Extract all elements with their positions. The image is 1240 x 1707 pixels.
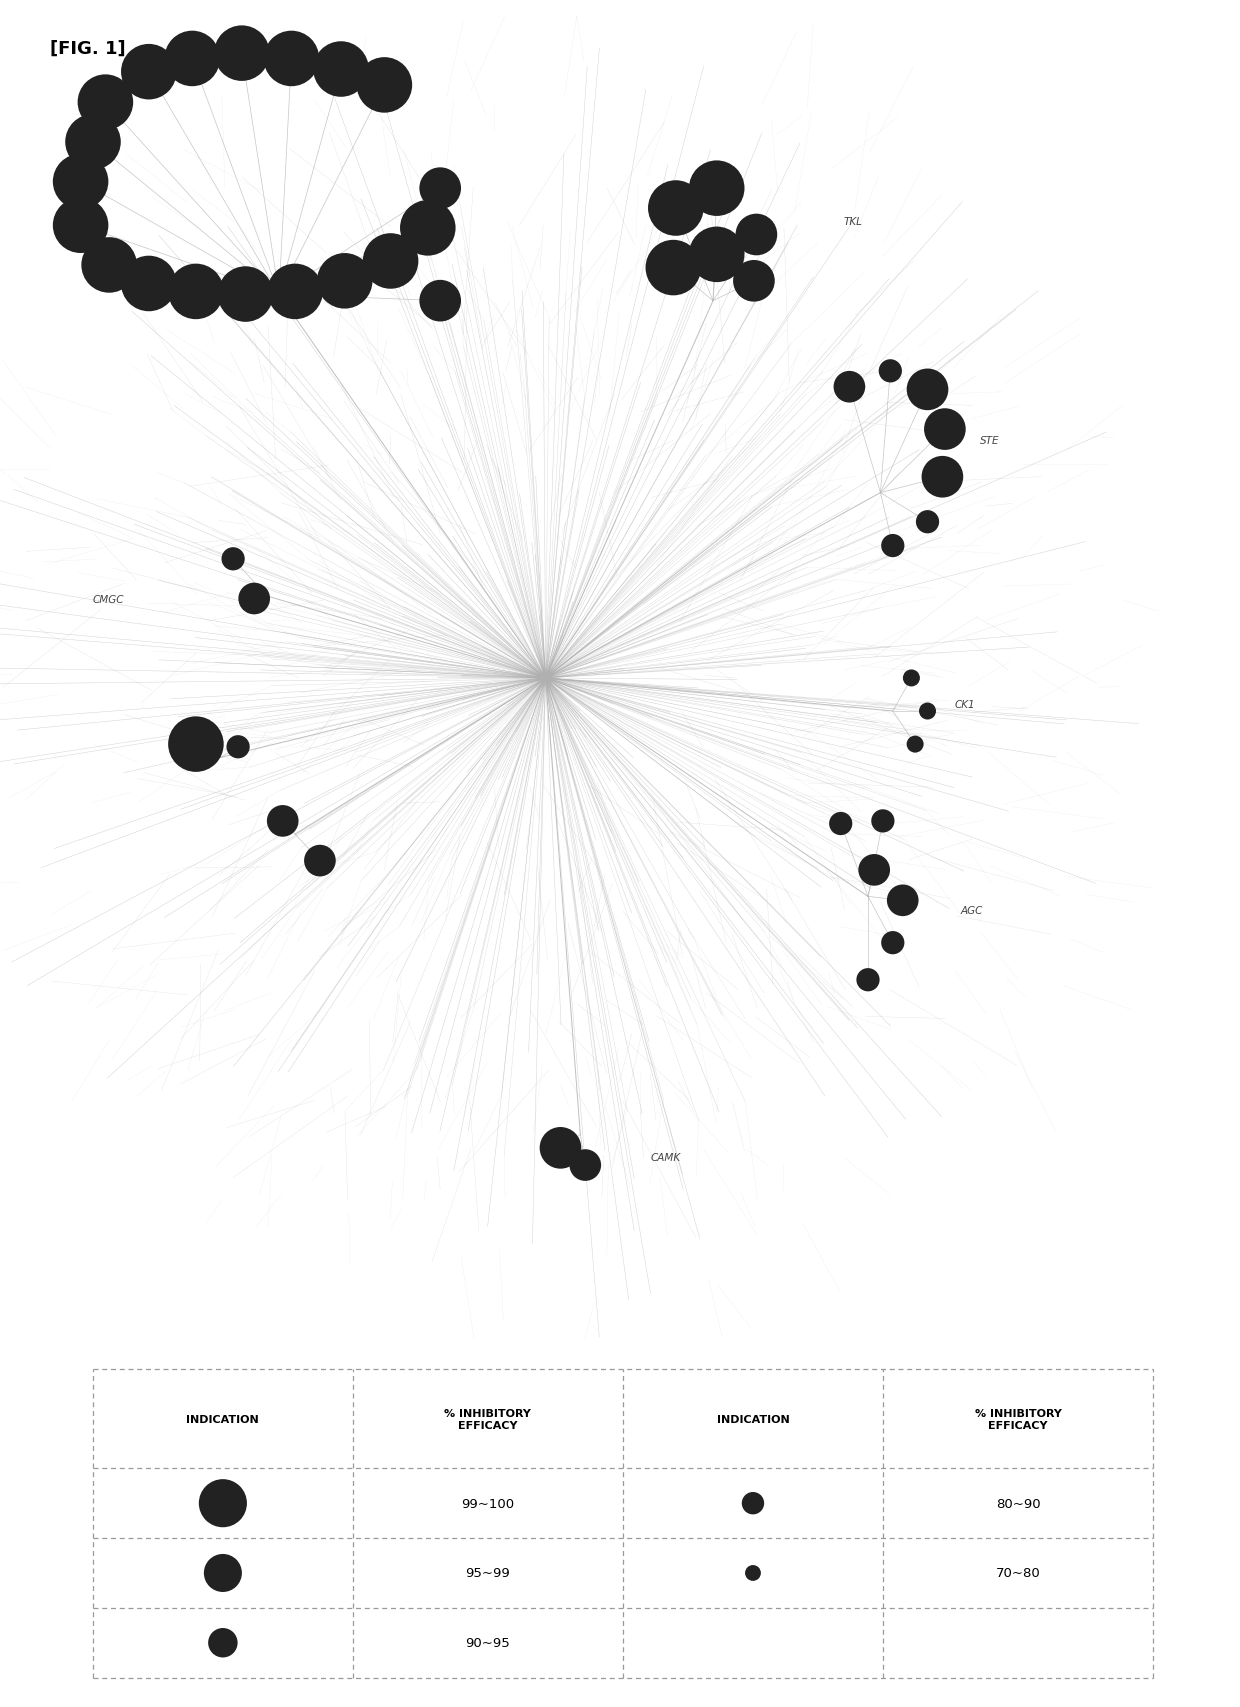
Text: 70~80: 70~80 [996, 1567, 1040, 1579]
Text: STE: STE [980, 435, 999, 446]
Point [83, 130, 103, 157]
Point [310, 847, 330, 874]
Point [430, 176, 450, 203]
Point [228, 734, 248, 761]
Point [883, 533, 903, 560]
Point [273, 807, 293, 835]
Point [213, 1560, 233, 1588]
Point [893, 888, 913, 915]
Point [139, 271, 159, 299]
Point [223, 546, 243, 574]
Text: % INHIBITORY
EFFICACY: % INHIBITORY EFFICACY [975, 1408, 1061, 1430]
Point [95, 89, 115, 116]
Point [880, 358, 900, 386]
Point [430, 288, 450, 316]
Text: % INHIBITORY
EFFICACY: % INHIBITORY EFFICACY [444, 1408, 532, 1430]
Point [883, 929, 903, 956]
Point [918, 698, 937, 725]
Point [666, 195, 686, 222]
Text: TK: TK [81, 164, 94, 174]
Point [186, 278, 206, 306]
Point [707, 176, 727, 203]
Text: TKL: TKL [843, 217, 862, 227]
Text: INDICATION: INDICATION [717, 1413, 790, 1424]
Point [182, 46, 202, 73]
Text: 99~100: 99~100 [461, 1497, 515, 1509]
Text: CK1: CK1 [955, 700, 976, 710]
Point [663, 254, 683, 282]
Point [232, 41, 252, 68]
Point [831, 811, 851, 838]
Text: 95~99: 95~99 [465, 1567, 511, 1579]
Text: INDICATION: INDICATION [186, 1413, 259, 1424]
Point [244, 586, 264, 613]
Point [381, 248, 401, 275]
Point [864, 857, 884, 884]
Point [213, 1490, 233, 1518]
Text: [FIG. 1]: [FIG. 1] [50, 39, 125, 58]
Text: 80~90: 80~90 [996, 1497, 1040, 1509]
Point [335, 268, 355, 295]
Point [707, 241, 727, 268]
Point [213, 1628, 233, 1656]
Text: CMGC: CMGC [93, 594, 124, 604]
Point [71, 212, 91, 239]
Point [743, 1490, 763, 1518]
Point [744, 268, 764, 295]
Point [331, 56, 351, 84]
Point [575, 1152, 595, 1180]
Point [935, 417, 955, 444]
Point [186, 731, 206, 758]
Point [71, 169, 91, 196]
Point [901, 664, 921, 693]
Point [281, 46, 301, 73]
Point [839, 374, 859, 401]
Point [905, 731, 925, 758]
Point [743, 1560, 763, 1588]
Point [418, 215, 438, 242]
Text: 90~95: 90~95 [465, 1637, 511, 1649]
Point [873, 807, 893, 835]
Text: AGC: AGC [961, 905, 983, 915]
Point [918, 509, 937, 536]
Point [746, 222, 766, 249]
Text: CAMK: CAMK [651, 1152, 681, 1162]
Point [858, 966, 878, 993]
Point [139, 60, 159, 87]
Point [932, 464, 952, 492]
Point [918, 377, 937, 405]
Point [285, 278, 305, 306]
Point [99, 253, 119, 280]
Point [236, 282, 255, 309]
Point [374, 72, 394, 99]
Point [551, 1135, 570, 1162]
